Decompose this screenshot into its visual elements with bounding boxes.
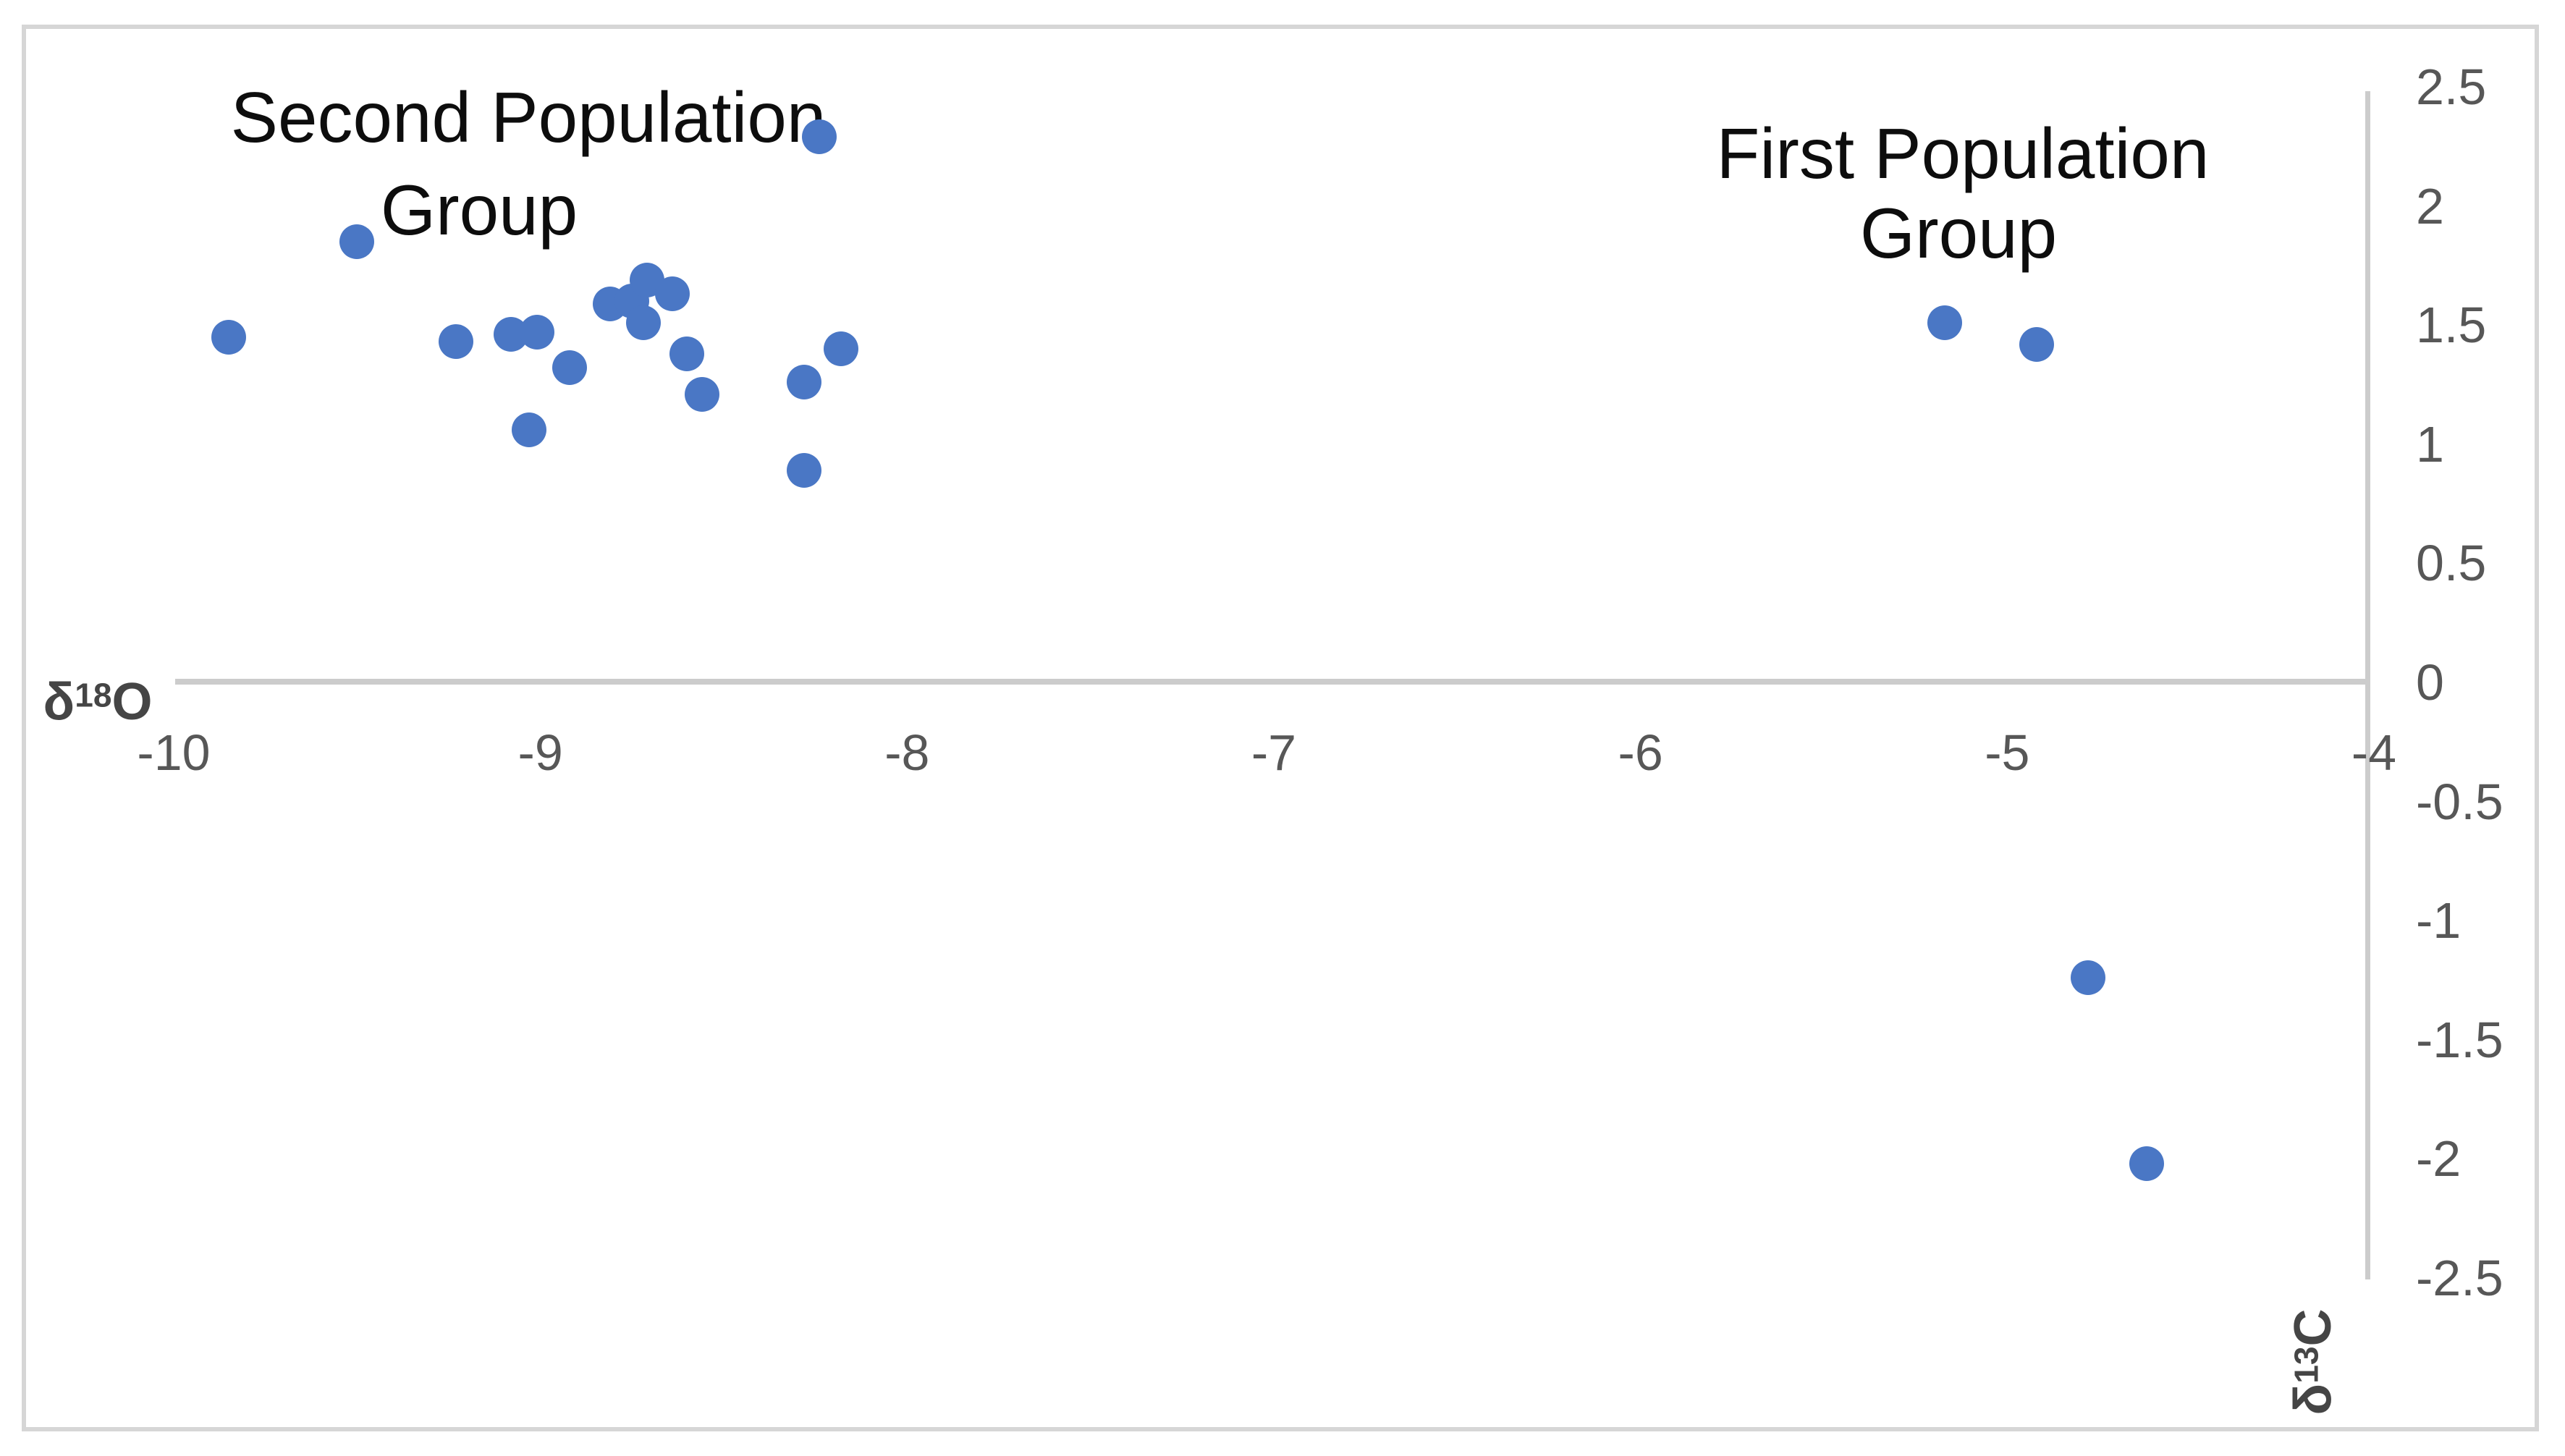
data-point (801, 119, 837, 155)
x-tick-label: -9 (517, 724, 563, 781)
data-point (2129, 1146, 2164, 1181)
chart-frame-border (22, 25, 2539, 1431)
y-tick-label: 2.5 (2416, 59, 2487, 115)
y-tick-label: 0 (2416, 654, 2444, 711)
data-point (625, 305, 661, 340)
data-point (684, 376, 719, 412)
y-axis-line (2365, 91, 2370, 1279)
x-tick-label: -8 (884, 724, 930, 781)
y-axis-title: δ13C (2284, 1308, 2342, 1415)
data-point (519, 315, 554, 350)
y-tick-label: -1 (2416, 892, 2462, 949)
y-tick-label: 1 (2416, 415, 2444, 473)
y-tick-label: -2.5 (2416, 1250, 2503, 1306)
x-axis-title: δ18O (43, 676, 153, 728)
y-tick-label: 0.5 (2416, 535, 2487, 592)
x-tick-label: -7 (1251, 724, 1297, 781)
data-point (211, 319, 246, 355)
data-point (824, 331, 859, 367)
data-point (2070, 960, 2105, 996)
x-tick-label: -5 (1985, 724, 2030, 781)
x-tick-label: -10 (137, 724, 211, 781)
data-point (1927, 305, 1963, 340)
annotation-second-population-line1: Second Population (230, 77, 827, 157)
data-point (512, 412, 547, 448)
x-axis-title-symbol: δ (43, 673, 75, 731)
data-point (655, 276, 690, 312)
y-axis-title-element: C (2284, 1308, 2342, 1347)
x-axis-title-superscript: 18 (75, 676, 112, 714)
annotation-first-population-line2: Group (1859, 193, 2058, 273)
y-tick-label: 1.5 (2416, 297, 2487, 354)
x-tick-label: -4 (2351, 724, 2397, 781)
data-point (439, 324, 474, 360)
y-axis-title-superscript: 13 (2287, 1346, 2325, 1384)
y-axis-title-symbol: δ (2284, 1383, 2342, 1415)
x-tick-label: -6 (1618, 724, 1663, 781)
data-point (2019, 326, 2054, 362)
y-tick-label: -0.5 (2416, 773, 2503, 830)
x-axis-line (175, 679, 2368, 685)
data-point (552, 350, 588, 386)
data-point (787, 453, 822, 488)
data-point (669, 336, 705, 371)
y-tick-label: -2 (2416, 1130, 2462, 1188)
y-tick-label: 2 (2416, 177, 2444, 234)
y-tick-label: -1.5 (2416, 1011, 2503, 1068)
data-point (787, 365, 822, 400)
x-axis-title-element: O (111, 673, 153, 731)
data-point (339, 224, 375, 259)
annotation-second-population-line2: Group (380, 170, 578, 250)
annotation-first-population-line1: First Population (1716, 114, 2210, 193)
